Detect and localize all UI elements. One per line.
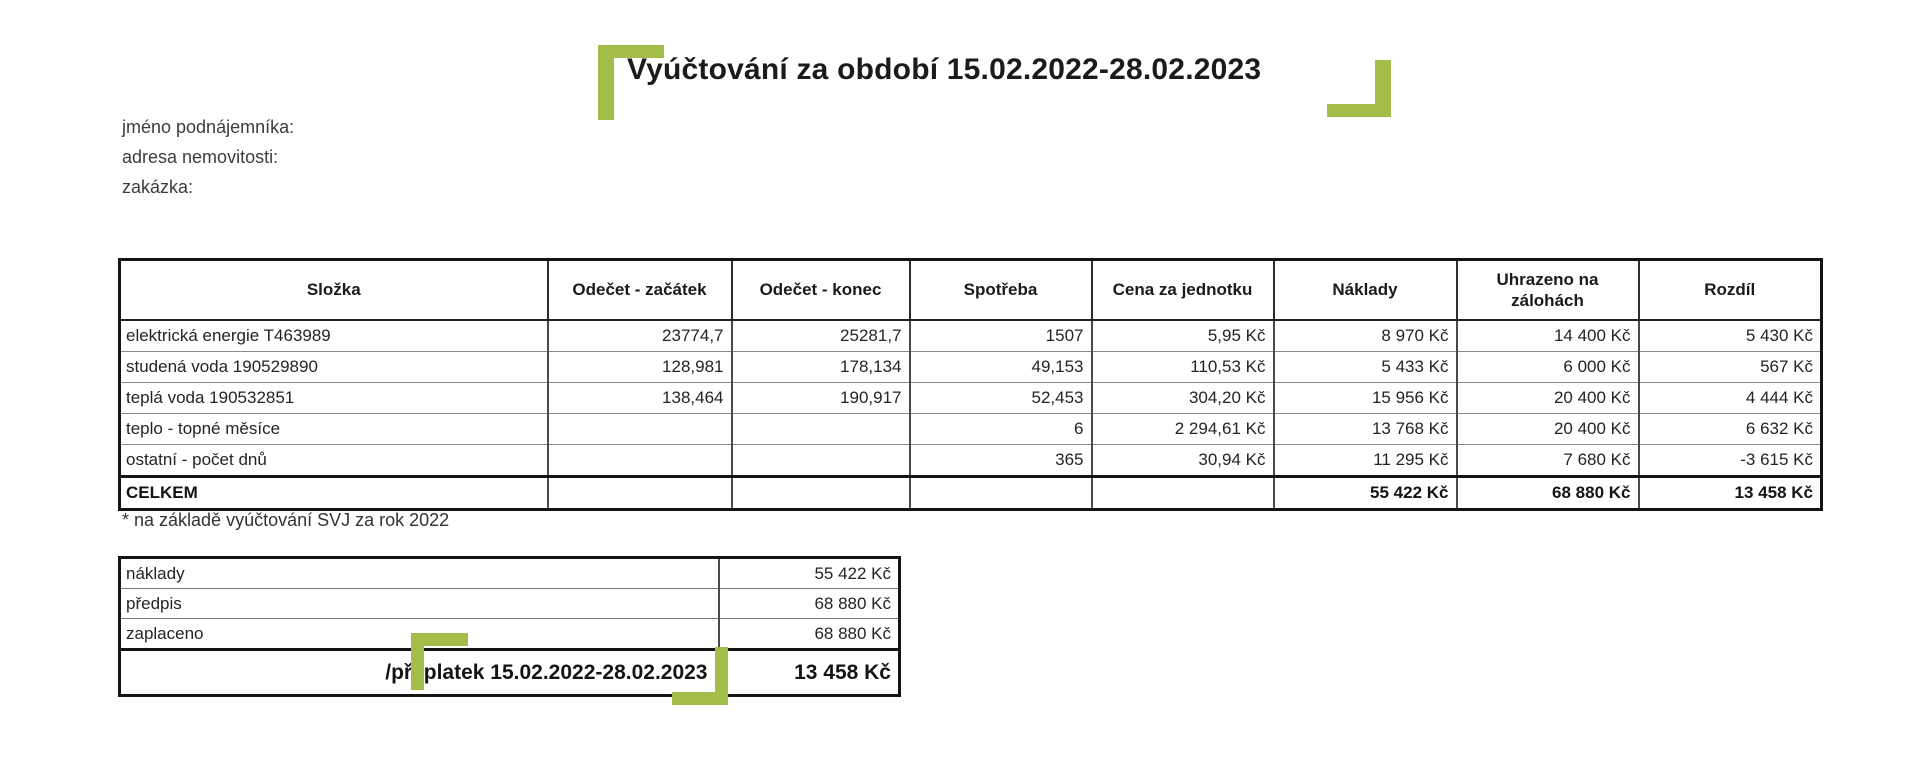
summary-row-naklady: náklady 55 422 Kč (119, 557, 900, 589)
summary-total-value: 13 458 Kč (718, 648, 900, 696)
total-rozdil-cell: 13 458 Kč (1637, 475, 1823, 510)
col-header-odecet-konec: Odečet - konec (730, 258, 911, 321)
table-cell (730, 413, 911, 445)
table-cell: 5 433 Kč (1272, 351, 1458, 383)
total-label-cell: CELKEM (118, 475, 549, 510)
table-cell: teplo - topné měsíce (118, 413, 549, 445)
table-cell: 138,464 (546, 382, 733, 414)
table-cell: 6 632 Kč (1637, 413, 1823, 445)
table-cell: 52,453 (908, 382, 1093, 414)
table-cell: 178,134 (730, 351, 911, 383)
table-cell: 30,94 Kč (1090, 444, 1275, 477)
total-naklady-cell: 55 422 Kč (1272, 475, 1458, 510)
billing-table: Složka Odečet - začátek Odečet - konec S… (118, 258, 1823, 511)
title-corner-bracket-left (598, 45, 664, 120)
table-cell (730, 475, 911, 510)
table-cell: 304,20 Kč (1090, 382, 1275, 414)
summary-value: 55 422 Kč (718, 557, 900, 589)
table-cell (546, 475, 733, 510)
table-cell: -3 615 Kč (1637, 444, 1823, 477)
property-address-label: adresa nemovitosti: (122, 147, 279, 167)
table-cell: teplá voda 190532851 (118, 382, 549, 414)
summary-row-zaplaceno: zaplaceno 68 880 Kč (119, 618, 900, 650)
col-header-naklady: Náklady (1272, 258, 1458, 321)
table-row-other-days: ostatní - počet dnů 365 30,94 Kč 11 295 … (118, 444, 1823, 477)
table-cell: 11 295 Kč (1272, 444, 1458, 477)
table-cell (546, 413, 733, 445)
total-uhrazeno-cell: 68 880 Kč (1455, 475, 1640, 510)
table-cell: 5 430 Kč (1637, 319, 1823, 352)
table-cell (1090, 475, 1275, 510)
summary-table: náklady 55 422 Kč předpis 68 880 Kč zapl… (118, 556, 901, 697)
table-cell: 7 680 Kč (1455, 444, 1640, 477)
col-header-spotreba: Spotřeba (908, 258, 1093, 321)
table-cell: 2 294,61 Kč (1090, 413, 1275, 445)
table-cell: 110,53 Kč (1090, 351, 1275, 383)
table-cell: 128,981 (546, 351, 733, 383)
table-cell: 8 970 Kč (1272, 319, 1458, 352)
table-cell: 1507 (908, 319, 1093, 352)
table-cell: 20 400 Kč (1455, 382, 1640, 414)
summary-value: 68 880 Kč (718, 618, 900, 650)
table-cell: 13 768 Kč (1272, 413, 1458, 445)
tenant-name-label: jméno podnájemníka: (122, 117, 295, 137)
table-row-cold-water: studená voda 190529890 128,981 178,134 4… (118, 351, 1823, 383)
summary-row-predpis: předpis 68 880 Kč (119, 588, 900, 619)
table-cell (908, 475, 1093, 510)
table-row-hot-water: teplá voda 190532851 138,464 190,917 52,… (118, 382, 1823, 414)
table-row-electricity: elektrická energie T463989 23774,7 25281… (118, 319, 1823, 352)
summary-row-preplatek-total: /přeplatek 15.02.2022-28.02.2023 13 458 … (119, 648, 900, 696)
table-cell: 20 400 Kč (1455, 413, 1640, 445)
table-cell: 190,917 (730, 382, 911, 414)
table-cell (546, 444, 733, 477)
table-row-heating: teplo - topné měsíce 6 2 294,61 Kč 13 76… (118, 413, 1823, 445)
order-label: zakázka: (122, 177, 194, 197)
col-header-rozdil: Rozdíl (1637, 258, 1823, 321)
table-cell (730, 444, 911, 477)
table-cell: 23774,7 (546, 319, 733, 352)
table-cell: 25281,7 (730, 319, 911, 352)
col-header-slozka: Složka (118, 258, 549, 321)
summary-value: 68 880 Kč (718, 588, 900, 619)
col-header-uhrazeno-na-zalohach: Uhrazeno na zálohách (1455, 258, 1640, 321)
table-cell: 6 000 Kč (1455, 351, 1640, 383)
info-block: jméno podnájemníka: adresa nemovitosti: … (122, 112, 294, 202)
table-cell: ostatní - počet dnů (118, 444, 549, 477)
page-title: Vyúčtování za období 15.02.2022-28.02.20… (627, 53, 1262, 86)
table-cell: 6 (908, 413, 1093, 445)
summary-label: předpis (119, 588, 720, 619)
table-cell: 5,95 Kč (1090, 319, 1275, 352)
table-cell: 14 400 Kč (1455, 319, 1640, 352)
billing-table-header-row: Složka Odečet - začátek Odečet - konec S… (118, 258, 1823, 321)
table-cell: 365 (908, 444, 1093, 477)
table-cell: 4 444 Kč (1637, 382, 1823, 414)
table-row-total: CELKEM 55 422 Kč 68 880 Kč 13 458 Kč (118, 475, 1823, 510)
col-header-cena-za-jednotku: Cena za jednotku (1090, 258, 1275, 321)
table-cell: 49,153 (908, 351, 1093, 383)
table-cell: studená voda 190529890 (118, 351, 549, 383)
table-cell: 567 Kč (1637, 351, 1823, 383)
col-header-odecet-zacatek: Odečet - začátek (546, 258, 733, 321)
summary-corner-bracket-left (411, 633, 468, 690)
table-cell: elektrická energie T463989 (118, 319, 549, 352)
title-corner-bracket-right (1327, 60, 1391, 117)
footnote: * na základě vyúčtování SVJ za rok 2022 (122, 510, 450, 530)
summary-corner-bracket-right (672, 647, 728, 705)
table-cell: 15 956 Kč (1272, 382, 1458, 414)
summary-label: náklady (119, 557, 720, 589)
